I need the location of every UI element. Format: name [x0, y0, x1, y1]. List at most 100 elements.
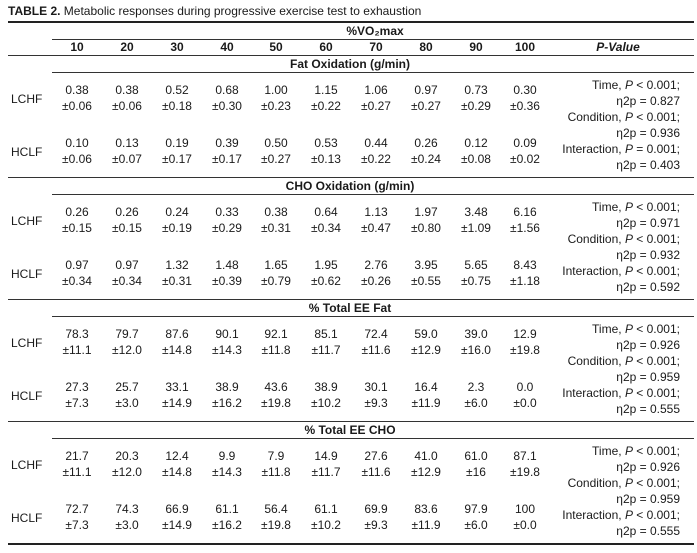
mean-value: 66.9 [165, 502, 189, 516]
mean-value: 56.4 [264, 502, 288, 516]
column-header-80: 80 [419, 40, 433, 54]
mean-value: 16.4 [414, 380, 438, 394]
sd-value: ±9.3 [364, 396, 388, 410]
sd-value: ±12.9 [411, 465, 441, 479]
mean-value: 14.9 [314, 449, 338, 463]
mean-value: 0.52 [165, 83, 189, 97]
pvalue-line: Interaction, P < 0.001; [562, 386, 680, 400]
column-header-20: 20 [120, 40, 134, 54]
pvalue-line: Interaction, P < 0.001; [562, 508, 680, 522]
mean-value: 12.9 [513, 327, 537, 341]
sd-value: ±19.8 [510, 343, 540, 357]
sd-value: ±0.06 [62, 99, 92, 113]
mean-value: 0.64 [314, 205, 338, 219]
mean-value: 0.97 [414, 83, 438, 97]
sd-value: ±12.0 [112, 343, 142, 357]
p-symbol: P [624, 508, 633, 522]
sd-value: ±12.9 [411, 343, 441, 357]
pvalue-line: Condition, P < 0.001; [567, 354, 680, 368]
section-title: Fat Oxidation (g/min) [290, 57, 410, 71]
vo2max-group-header: %VO₂max [346, 24, 404, 38]
mean-value: 1.06 [364, 83, 388, 97]
sd-value: ±0.31 [162, 274, 192, 288]
sd-value: ±19.8 [510, 465, 540, 479]
mean-value: 74.3 [115, 502, 139, 516]
mean-value: 5.65 [464, 258, 488, 272]
sd-value: ±1.09 [461, 221, 491, 235]
mean-value: 0.38 [264, 205, 288, 219]
sd-value: ±19.8 [261, 396, 291, 410]
sd-value: ±0.24 [411, 152, 441, 166]
sd-value: ±0.18 [162, 99, 192, 113]
sd-value: ±0.62 [311, 274, 341, 288]
mean-value: 69.9 [364, 502, 388, 516]
mean-value: 6.16 [513, 205, 537, 219]
sd-value: ±14.9 [162, 518, 192, 532]
pvalue-line: η2p = 0.936 [616, 126, 680, 140]
mean-value: 1.00 [264, 83, 288, 97]
mean-value: 1.95 [314, 258, 338, 272]
mean-value: 1.32 [165, 258, 189, 272]
sd-value: ±10.2 [311, 518, 341, 532]
pvalue-line: Condition, P < 0.001; [567, 476, 680, 490]
mean-value: 0.12 [464, 136, 488, 150]
mean-value: 43.6 [264, 380, 288, 394]
mean-value: 20.3 [115, 449, 139, 463]
column-header-10: 10 [70, 40, 84, 54]
sd-value: ±0.34 [62, 274, 92, 288]
pvalue-line: η2p = 0.926 [616, 338, 680, 352]
section-rule [8, 299, 694, 300]
sd-value: ±0.27 [411, 99, 441, 113]
sd-value: ±14.8 [162, 343, 192, 357]
pvalue-header: P-Value [596, 40, 640, 54]
mean-value: 0.26 [115, 205, 139, 219]
mean-value: 8.43 [513, 258, 537, 272]
p-symbol: P [624, 142, 633, 156]
pvalue-line: η2p = 0.959 [616, 492, 680, 506]
mean-value: 0.97 [65, 258, 89, 272]
mean-value: 59.0 [414, 327, 438, 341]
sd-value: ±16.2 [212, 518, 242, 532]
section-title-underline [52, 194, 694, 195]
row-label-lchf: LCHF [11, 458, 43, 472]
mean-value: 87.1 [513, 449, 537, 463]
sd-value: ±0.22 [361, 152, 391, 166]
sd-value: ±0.0 [513, 518, 537, 532]
pvalue-line: η2p = 0.403 [616, 158, 680, 172]
sd-value: ±11.6 [361, 343, 391, 357]
row-label-hclf: HCLF [11, 267, 43, 281]
mean-value: 0.26 [414, 136, 438, 150]
mean-value: 2.76 [364, 258, 388, 272]
mean-value: 1.65 [264, 258, 288, 272]
pvalue-line: Condition, P < 0.001; [567, 110, 680, 124]
section-title-underline [52, 72, 694, 73]
mean-value: 0.97 [115, 258, 139, 272]
top-rule [8, 21, 694, 23]
sd-value: ±0.19 [162, 221, 192, 235]
sd-value: ±11.8 [261, 465, 291, 479]
sd-value: ±0.06 [112, 99, 142, 113]
p-symbol: P [624, 264, 633, 278]
sd-value: ±14.8 [162, 465, 192, 479]
mean-value: 61.1 [314, 502, 338, 516]
pvalue-line: Time, P < 0.001; [592, 444, 680, 458]
section-rule [8, 177, 694, 178]
sd-value: ±3.0 [115, 518, 139, 532]
mean-value: 0.68 [215, 83, 239, 97]
group-underline [52, 39, 694, 40]
sd-value: ±0.39 [212, 274, 242, 288]
pvalue-line: Time, P < 0.001; [592, 78, 680, 92]
mean-value: 12.4 [165, 449, 189, 463]
pvalue-line: η2p = 0.555 [616, 402, 680, 416]
sd-value: ±16.2 [212, 396, 242, 410]
pvalue-line: η2p = 0.555 [616, 524, 680, 538]
p-symbol: P [624, 200, 633, 214]
sd-value: ±9.3 [364, 518, 388, 532]
sd-value: ±0.15 [62, 221, 92, 235]
sd-value: ±0.26 [361, 274, 391, 288]
row-label-hclf: HCLF [11, 511, 43, 525]
p-symbol: P [624, 322, 633, 336]
row-label-lchf: LCHF [11, 92, 43, 106]
mean-value: 87.6 [165, 327, 189, 341]
sd-value: ±0.27 [261, 152, 291, 166]
